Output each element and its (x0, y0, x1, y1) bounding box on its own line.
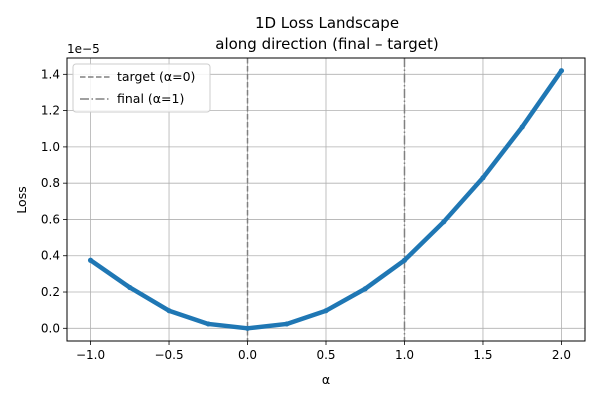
legend-box (72, 63, 211, 113)
data-point (87, 257, 94, 263)
grid (67, 58, 585, 341)
y-tick-label: 0.0 (41, 321, 60, 335)
y-tick-label: 0.2 (41, 285, 60, 299)
data-point (244, 325, 251, 331)
y-tick-label: 0.4 (41, 249, 60, 263)
x-tick-label: 0.0 (238, 348, 257, 362)
y-offset-label: 1e−5 (67, 42, 100, 56)
x-tick-label: 1.0 (395, 348, 414, 362)
x-tick-label: 2.0 (552, 348, 571, 362)
data-point (519, 124, 525, 130)
y-tick-label: 0.6 (41, 212, 60, 226)
data-point (362, 286, 368, 292)
data-point (441, 219, 447, 225)
legend: target (α=0) final (α=1) (72, 63, 211, 113)
x-tick-label: −0.5 (154, 348, 183, 362)
x-tick-label: 1.5 (473, 348, 492, 362)
y-tick-label: 1.4 (41, 67, 60, 81)
data-point (558, 68, 565, 74)
legend-label-target: target (α=0) (117, 69, 195, 84)
x-axis-label: α (322, 372, 330, 387)
data-point (480, 175, 486, 181)
x-tick-label: 0.5 (316, 348, 335, 362)
data-point (323, 308, 329, 314)
series-layer (87, 68, 565, 331)
y-tick-label: 1.2 (41, 104, 60, 118)
y-axis-label: Loss (14, 186, 29, 213)
y-tick-label: 1.0 (41, 140, 60, 154)
data-point (127, 284, 133, 291)
y-tick-label: 0.8 (41, 176, 60, 190)
x-axis: −1.0 −0.5 0.0 0.5 1.0 1.5 2.0 (76, 341, 571, 362)
x-tick-label: −1.0 (76, 348, 105, 362)
data-point (284, 321, 290, 327)
chart-subtitle: along direction (final – target) (215, 35, 439, 53)
reference-lines (246, 58, 406, 341)
y-axis: 0.0 0.2 0.4 0.6 0.8 1.0 1.2 1.4 (41, 67, 67, 335)
data-point (401, 257, 408, 263)
chart-title: 1D Loss Landscape (255, 14, 399, 32)
data-point (166, 308, 172, 314)
legend-label-final: final (α=1) (117, 91, 184, 106)
data-point (205, 321, 211, 327)
